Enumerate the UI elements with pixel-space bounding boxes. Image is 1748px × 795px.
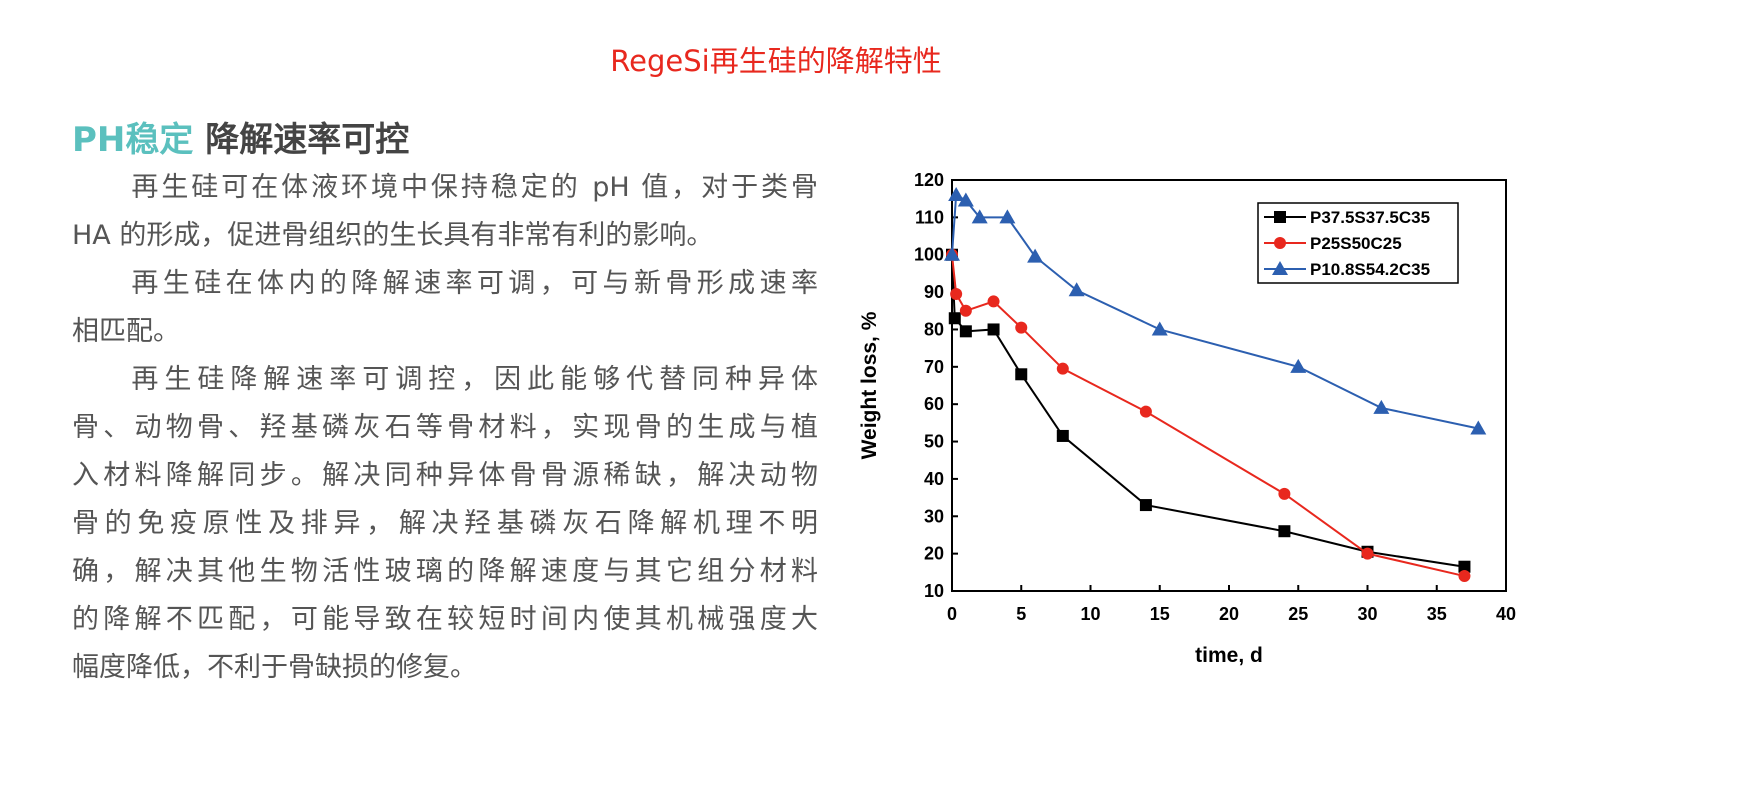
- y-tick-label: 10: [924, 581, 944, 601]
- paragraph-line: HA 的形成，促进骨组织的生长具有非常有利的影响。: [72, 220, 714, 251]
- data-point: [1056, 429, 1069, 442]
- data-point: [1015, 368, 1028, 381]
- paragraphs: 再生硅可在体液环境中保持稳定的 pH 值，对于类骨 HA 的形成，促进骨组织的生长…: [72, 164, 818, 692]
- data-point: [1470, 420, 1487, 435]
- data-point: [957, 192, 974, 207]
- data-point: [1274, 211, 1286, 223]
- paragraph-line: 相匹配。: [72, 316, 180, 347]
- y-tick-label: 40: [924, 469, 944, 489]
- data-point: [1278, 525, 1291, 538]
- paragraph-line: 再生硅在体内的降解速率可调，可与新骨形成速率: [131, 268, 818, 299]
- y-tick-label: 100: [914, 245, 944, 265]
- x-tick-label: 0: [947, 604, 957, 624]
- data-point: [1458, 560, 1471, 573]
- y-tick-label: 80: [924, 319, 944, 339]
- data-point: [944, 246, 960, 261]
- data-point: [1139, 499, 1152, 512]
- paragraph-line: 骨、动物骨、羟基磷灰石等骨材料，实现骨的生成与植: [72, 412, 818, 443]
- data-point: [1373, 399, 1390, 414]
- data-point: [987, 323, 1000, 336]
- x-axis-label: time, d: [1195, 644, 1263, 667]
- data-point: [1027, 248, 1044, 263]
- paragraph-line: 再生硅降解速率可调控，因此能够代替同种异体: [131, 364, 818, 395]
- data-point: [1272, 261, 1288, 275]
- paragraph-line: 的降解不匹配，可能导致在较短时间内使其机械强度大: [72, 604, 818, 635]
- data-point: [1151, 321, 1168, 336]
- data-point: [1290, 358, 1307, 373]
- x-tick-label: 30: [1357, 604, 1377, 624]
- data-point: [999, 209, 1016, 224]
- data-line: [951, 254, 1465, 568]
- y-tick-label: 60: [924, 394, 944, 414]
- y-tick-label: 90: [924, 282, 944, 302]
- data-point: [959, 304, 972, 317]
- data-point: [948, 186, 965, 201]
- data-point: [1068, 282, 1085, 297]
- y-tick-label: 20: [924, 544, 944, 564]
- paragraph-line: 再生硅可在体液环境中保持稳定的 pH 值，对于类骨: [131, 172, 818, 203]
- page-title: RegeSi再生硅的降解特性: [610, 44, 942, 78]
- x-tick-label: 10: [1080, 604, 1100, 624]
- data-point: [959, 325, 972, 338]
- data-point: [950, 287, 963, 300]
- data-point: [1361, 547, 1374, 560]
- x-tick-label: 35: [1427, 604, 1447, 624]
- paragraph-line: 幅度降低，不利于骨缺损的修复。: [72, 652, 477, 683]
- x-tick-label: 25: [1288, 604, 1308, 624]
- legend-label: P37.5S37.5C35: [1310, 208, 1430, 227]
- data-point: [948, 312, 961, 325]
- heading-text: 降解速率可控: [205, 120, 410, 160]
- x-tick-label: 40: [1496, 604, 1516, 624]
- data-point: [987, 295, 1000, 308]
- heading-highlight: PH稳定: [72, 120, 194, 160]
- data-point: [1278, 487, 1291, 500]
- paragraph-line: 确，解决其他生物活性玻璃的降解速度与其它组分材料: [72, 556, 818, 587]
- data-point: [1139, 405, 1152, 418]
- data-point: [971, 209, 988, 224]
- y-tick-label: 110: [915, 207, 944, 227]
- y-tick-label: 70: [924, 357, 944, 377]
- chart: 0 5 10 15 20 25 30 35 40 10 20 30 40 50 60 70 80 90 100 110…: [858, 170, 1516, 667]
- data-point: [1458, 570, 1471, 583]
- data-point: [1056, 362, 1069, 375]
- paragraph-line: 骨的免疫原性及排异，解决羟基磷灰石降解机理不明: [72, 508, 818, 539]
- legend-label: P10.8S54.2C35: [1310, 260, 1430, 279]
- y-tick-label: 50: [924, 432, 944, 452]
- x-tick-label: 20: [1219, 604, 1239, 624]
- paragraph-line: 入材料降解同步。解决同种异体骨骨源稀缺，解决动物: [72, 460, 818, 491]
- x-tick-label: 15: [1150, 604, 1170, 624]
- data-point: [1274, 237, 1286, 249]
- data-line: [951, 254, 1465, 578]
- y-tick-label: 30: [924, 506, 944, 526]
- y-axis-label: Weight loss, %: [858, 311, 881, 459]
- x-tick-label: 5: [1016, 604, 1026, 624]
- y-tick-label: 120: [914, 170, 944, 190]
- section-heading: PH稳定 降解速率可控: [72, 112, 409, 161]
- legend-label: P25S50C25: [1310, 234, 1402, 253]
- data-point: [1015, 321, 1028, 334]
